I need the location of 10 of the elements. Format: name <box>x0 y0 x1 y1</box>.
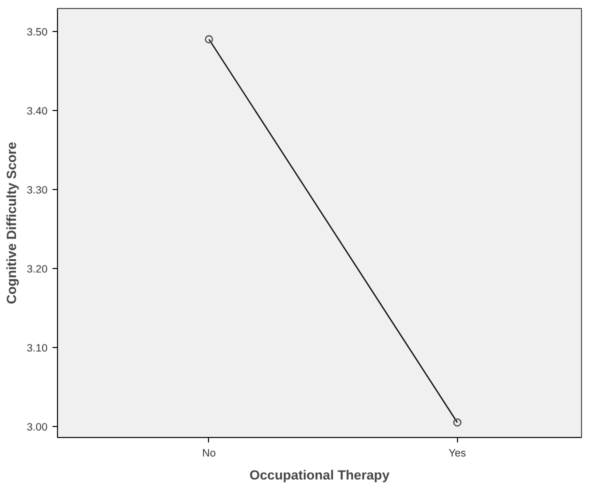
x-tick-label: No <box>202 448 216 460</box>
y-tick-label: 3.20 <box>26 263 48 276</box>
y-tick-label: 3.00 <box>26 421 48 434</box>
x-tick-label: Yes <box>448 448 466 460</box>
y-tick-label: 3.10 <box>26 342 48 354</box>
y-tick-label: 3.40 <box>26 105 48 118</box>
y-tick-label: 3.30 <box>26 184 48 196</box>
y-tick-label: 3.50 <box>26 26 48 38</box>
y-axis-title: Cognitive Difficulty Score <box>4 142 19 304</box>
x-axis-title: Occupational Therapy <box>250 468 390 482</box>
